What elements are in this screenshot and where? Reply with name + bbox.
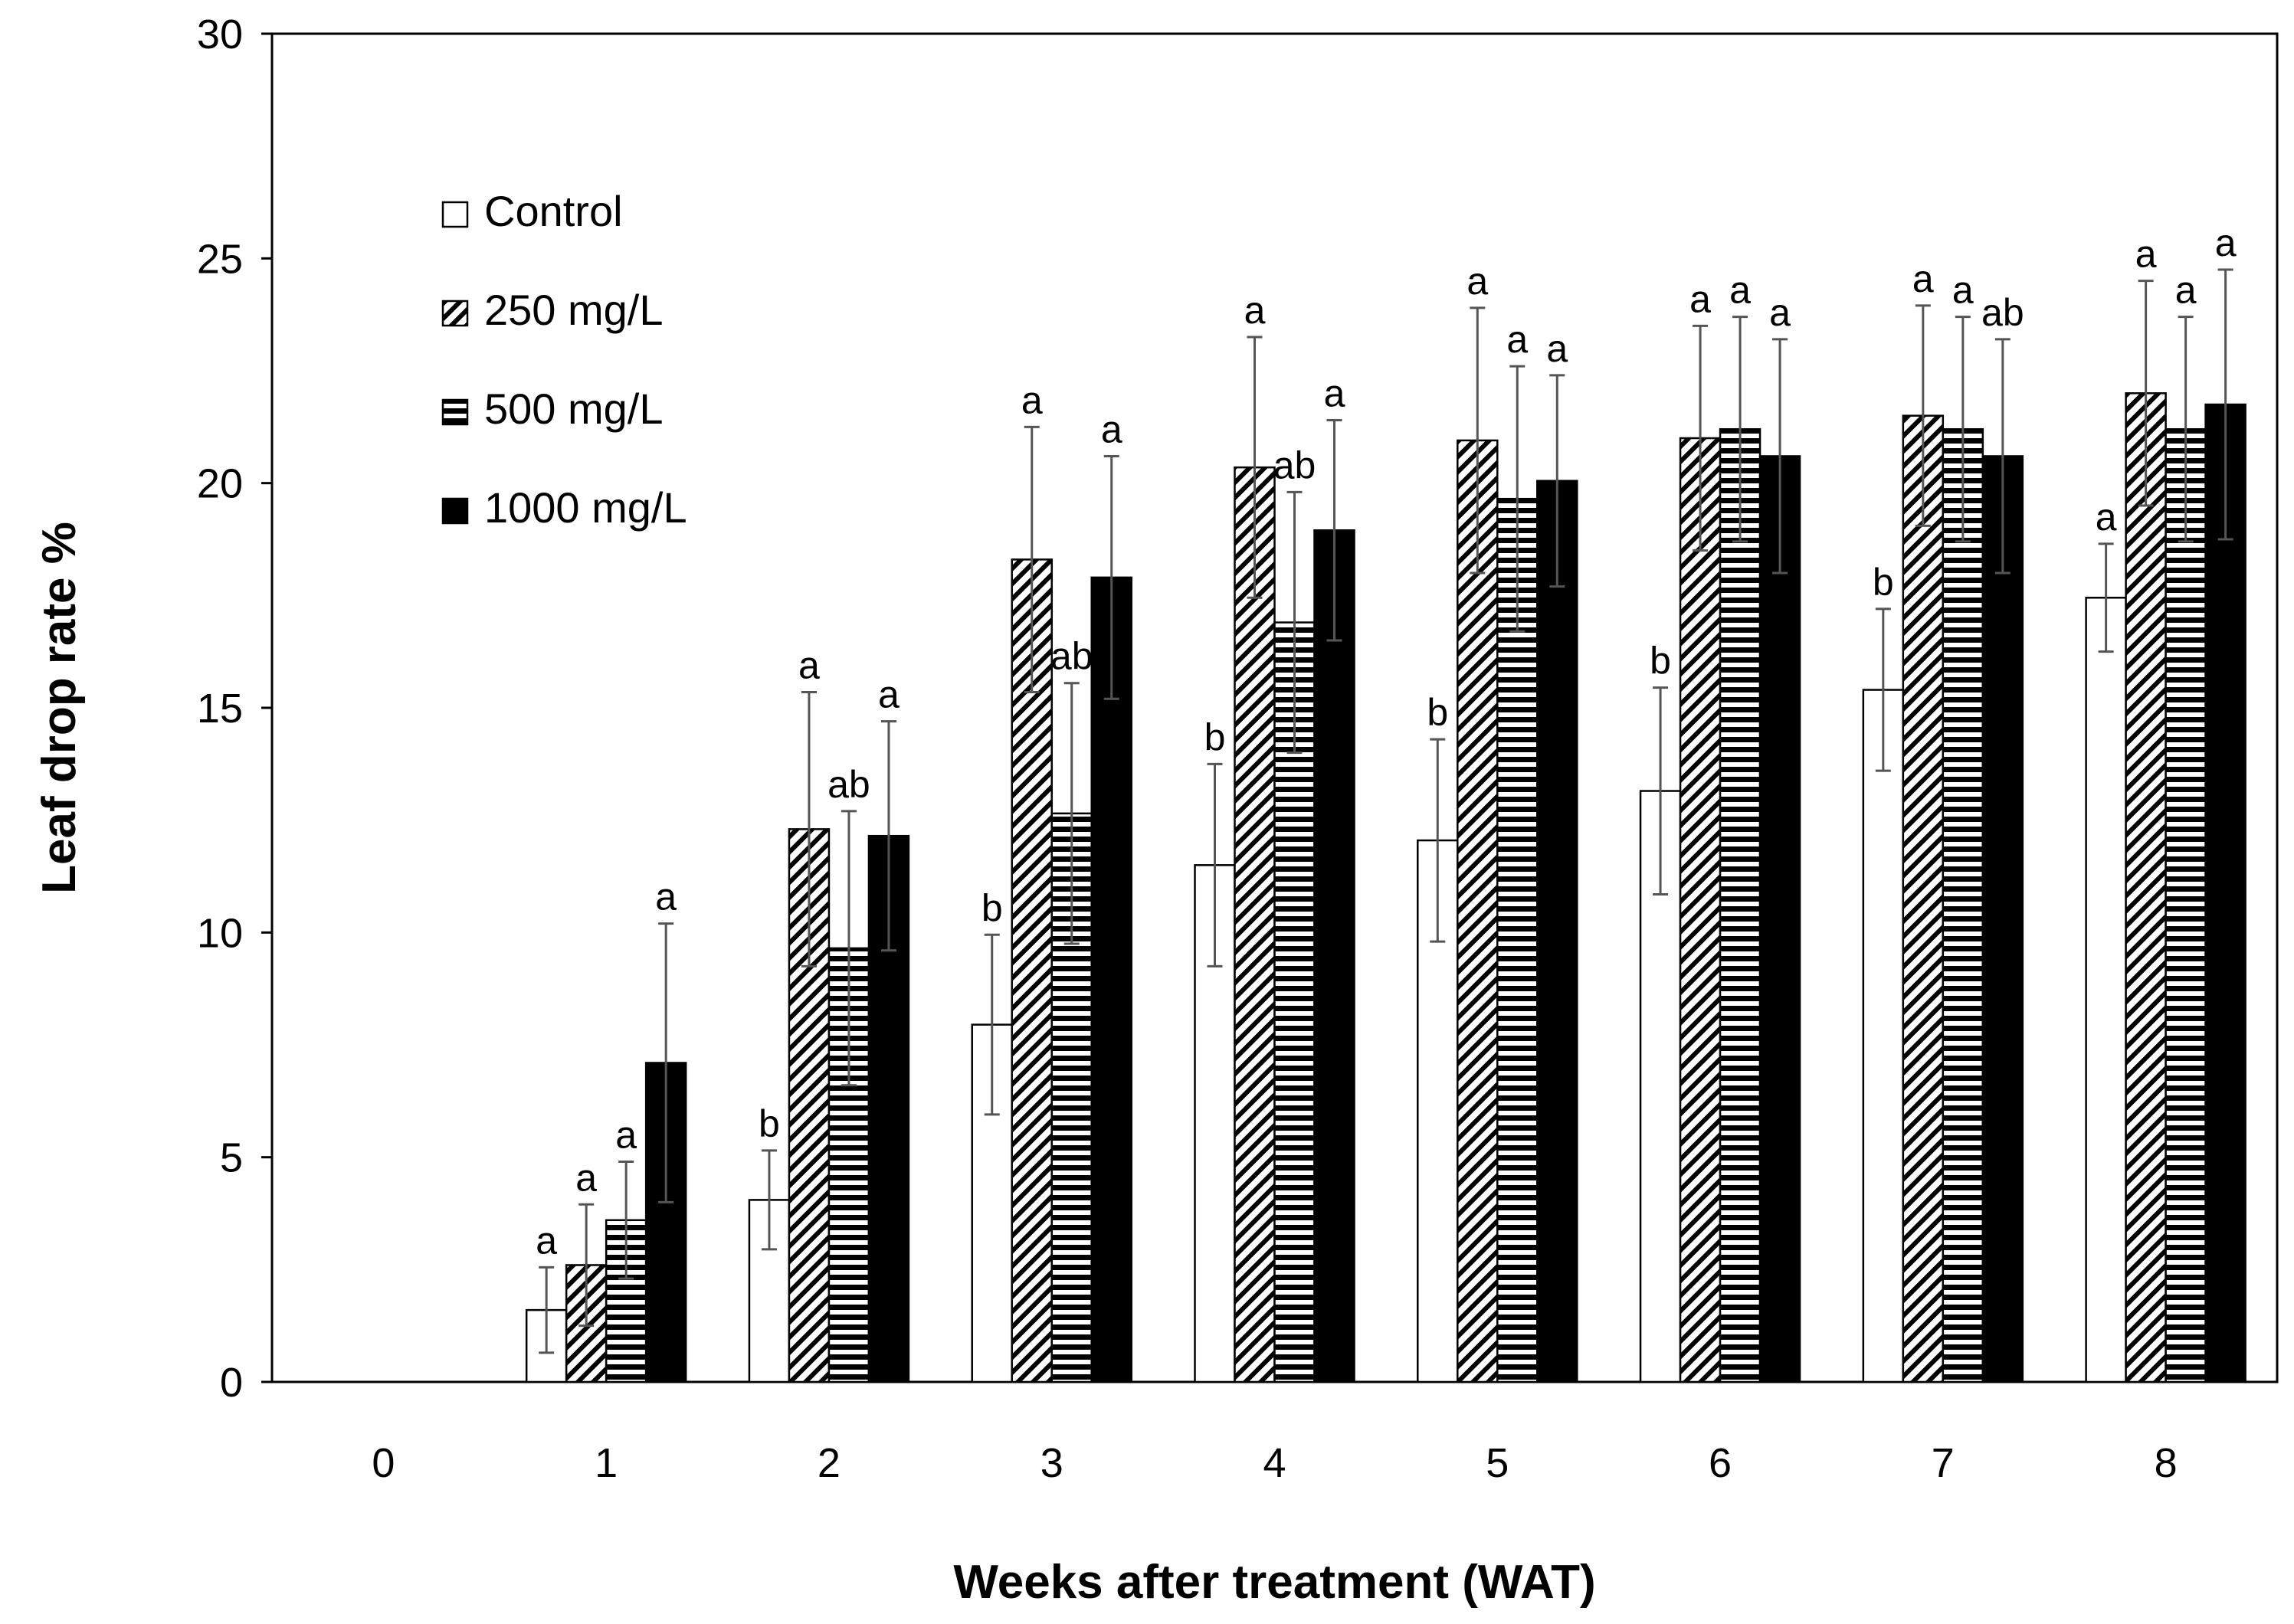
x-tick-label: 0: [372, 1440, 395, 1486]
significance-label: a: [878, 673, 900, 716]
bar: [2204, 403, 2246, 1383]
significance-label: a: [1729, 269, 1751, 312]
significance-label: ab: [1273, 444, 1316, 486]
legend-label: 1000 mg/L: [484, 483, 687, 532]
significance-label: a: [1467, 260, 1488, 303]
bar: [2165, 428, 2207, 1383]
bar: [1234, 466, 1276, 1383]
bar: [644, 1062, 687, 1383]
significance-label: a: [1769, 291, 1791, 334]
y-tick-label: 25: [197, 236, 243, 282]
y-axis: 0 5 10 15 20 25 30: [197, 11, 272, 1406]
significance-label: a: [1952, 269, 1974, 312]
y-tick-label: 15: [197, 686, 243, 732]
y-tick-label: 10: [197, 910, 243, 956]
significance-label: a: [615, 1114, 637, 1157]
y-tick-label: 30: [197, 11, 243, 57]
bar: [1862, 689, 1905, 1383]
y-tick-label: 0: [220, 1360, 243, 1406]
significance-label: a: [655, 876, 677, 918]
significance-label: a: [2175, 269, 2197, 312]
significance-label: a: [2135, 233, 2157, 276]
significance-label: a: [1546, 327, 1568, 370]
significance-label: ab: [1981, 291, 2024, 334]
significance-label: a: [575, 1156, 597, 1199]
significance-label: a: [798, 643, 820, 686]
significance-label: a: [536, 1219, 557, 1262]
x-axis-title: Weeks after treatment (WAT): [953, 1556, 1595, 1609]
significance-label: b: [1204, 715, 1226, 758]
legend-label: 500 mg/L: [484, 385, 664, 433]
bar: [1313, 529, 1355, 1383]
bar: [1942, 428, 1984, 1383]
diagonal-hatch-icon: [441, 300, 469, 327]
significance-label: b: [759, 1102, 780, 1145]
bar: [1090, 576, 1132, 1383]
significance-label: b: [1873, 561, 1894, 604]
x-axis: 0 1 2 3 4 5 6 7 8: [372, 1440, 2177, 1486]
significance-label: a: [1244, 289, 1266, 332]
significance-label: a: [2096, 496, 2117, 539]
significance-label: a: [2215, 221, 2237, 264]
bar: [1758, 455, 1801, 1383]
legend-label: 250 mg/L: [484, 286, 664, 334]
x-tick-label: 5: [1486, 1440, 1509, 1486]
significance-label: b: [1650, 640, 1671, 683]
significance-label: a: [1101, 408, 1122, 450]
legend-item: Control: [441, 187, 623, 235]
x-tick-label: 3: [1040, 1440, 1063, 1486]
x-tick-label: 4: [1263, 1440, 1286, 1486]
legend-item: 1000 mg/L: [441, 483, 687, 532]
bar: [2085, 597, 2127, 1383]
significance-label: a: [1324, 372, 1345, 415]
x-tick-label: 7: [1932, 1440, 1955, 1486]
significance-label: a: [1021, 378, 1043, 421]
legend-item: 500 mg/L: [441, 385, 664, 433]
significance-label: ab: [827, 763, 870, 806]
error-bars-layer: [539, 268, 2233, 1354]
significance-label: a: [1506, 318, 1528, 361]
x-tick-label: 2: [818, 1440, 841, 1486]
x-tick-label: 8: [2155, 1440, 2178, 1486]
legend-label: Control: [484, 187, 623, 235]
bar: [1902, 414, 1945, 1383]
bar: [1679, 437, 1722, 1383]
y-axis-title: Leaf drop rate %: [33, 522, 86, 894]
horizontal-stripes-icon: [441, 398, 469, 426]
legend: Control 250 mg/L 500 mg/L 1000 mg/L: [441, 187, 687, 532]
legend-item: 250 mg/L: [441, 286, 664, 334]
significance-label: a: [1689, 277, 1711, 320]
y-tick-label: 5: [220, 1135, 243, 1181]
bar: [1457, 439, 1499, 1383]
x-tick-label: 6: [1709, 1440, 1732, 1486]
bar: [1011, 558, 1053, 1383]
significance-label: ab: [1050, 635, 1093, 678]
bars-layer: [525, 392, 2246, 1383]
bar: [1981, 455, 2024, 1383]
significance-label: b: [982, 886, 1003, 929]
bar: [1719, 428, 1761, 1383]
significance-label: b: [1427, 691, 1448, 734]
solid-black-icon: [441, 497, 469, 525]
empty-icon: [441, 201, 469, 228]
y-tick-label: 20: [197, 461, 243, 507]
bar: [1536, 480, 1578, 1383]
x-tick-label: 1: [595, 1440, 618, 1486]
significance-label: a: [1912, 257, 1934, 300]
bar: [2125, 392, 2167, 1383]
